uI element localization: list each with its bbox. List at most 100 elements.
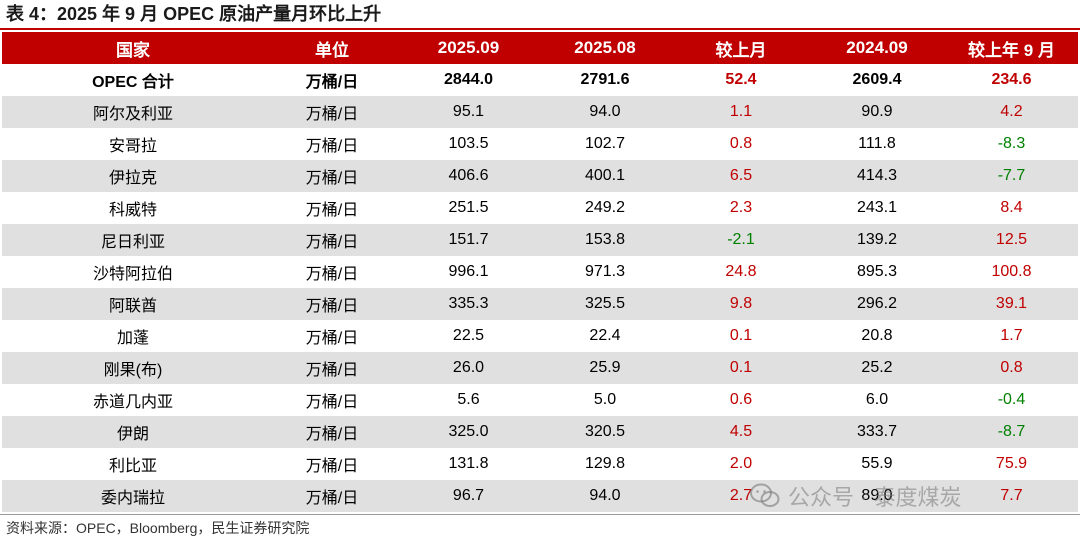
cell-unit: 万桶/日 [305,458,359,475]
cell-yoy-change: 8.4 [1000,199,1023,216]
cell-value-2025-08: 129.8 [584,455,626,472]
cell-yoy-change: 234.6 [991,71,1032,88]
cell-mom-change: 2.0 [729,455,753,472]
cell-mom-change: 0.6 [729,391,753,408]
cell-value-2024-09: 111.8 [858,135,896,152]
source-rule [0,514,1080,515]
table-row: 尼日利亚 万桶/日 151.7 153.8 -2.1 139.2 12.5 [2,224,1078,256]
cell-value-2025-09: 96.7 [400,480,537,512]
table-row: 沙特阿拉伯 万桶/日 996.1 971.3 24.8 895.3 100.8 [2,256,1078,288]
cell-mom-change: 0.1 [729,327,753,344]
cell-value-2025-08: 153.8 [537,224,673,256]
cell-value-2025-09: 406.6 [400,160,537,192]
cell-value-2025-08: 94.0 [537,96,673,128]
cell-yoy-change: -0.4 [997,391,1026,408]
cell-mom-change: 4.5 [673,416,809,448]
cell-value-2025-08: 249.2 [584,199,626,216]
header-yoy-change: 较上年 9 月 [945,32,1078,64]
cell-country: OPEC 合计 [92,74,174,91]
cell-mom-change: 6.5 [673,160,809,192]
cell-yoy-change: 75.9 [995,455,1028,472]
cell-value-2024-09: 90.9 [809,96,945,128]
table-row: 赤道几内亚 万桶/日 5.6 5.0 0.6 6.0 -0.4 [2,384,1078,416]
cell-yoy-change: -7.7 [945,160,1078,192]
cell-mom-change: -2.1 [673,224,809,256]
cell-value-2024-09: 139.2 [809,224,945,256]
table-row: 伊朗 万桶/日 325.0 320.5 4.5 333.7 -8.7 [2,416,1078,448]
cell-mom-change: 0.1 [673,352,809,384]
cell-value-2025-08: 325.5 [537,288,673,320]
cell-yoy-change: 100.8 [991,263,1032,280]
cell-country: 伊朗 [2,416,264,448]
cell-mom-change: 52.4 [725,71,757,88]
cell-value-2025-09: 26.0 [400,352,537,384]
cell-value-2025-08: 400.1 [537,160,673,192]
header-2025-08: 2025.08 [537,32,673,64]
table-row: 委内瑞拉 万桶/日 96.7 94.0 2.7 89.0 7.7 [2,480,1078,512]
cell-value-2025-09: 22.5 [452,327,485,344]
table-row: 安哥拉 万桶/日 103.5 102.7 0.8 111.8 -8.3 [2,128,1078,160]
cell-value-2025-08: 5.0 [593,391,617,408]
cell-value-2025-09: 131.8 [448,455,489,472]
cell-country: 阿尔及利亚 [2,96,264,128]
cell-value-2024-09: 55.9 [861,455,893,472]
cell-value-2025-09: 325.0 [400,416,537,448]
cell-value-2025-09: 103.5 [448,135,489,152]
cell-country: 利比亚 [108,458,157,475]
cell-unit: 万桶/日 [305,138,359,155]
header-2025-09: 2025.09 [400,32,537,64]
cell-unit: 万桶/日 [305,266,359,283]
cell-country: 尼日利亚 [2,224,264,256]
table-row: 利比亚 万桶/日 131.8 129.8 2.0 55.9 75.9 [2,448,1078,480]
cell-country: 科威特 [108,202,157,219]
cell-yoy-change: 7.7 [945,480,1078,512]
cell-unit: 万桶/日 [305,330,359,347]
cell-value-2025-08: 22.4 [589,327,621,344]
cell-mom-change: 9.8 [673,288,809,320]
cell-value-2024-09: 89.0 [809,480,945,512]
cell-value-2024-09: 25.2 [809,352,945,384]
cell-mom-change: 2.3 [729,199,753,216]
header-country: 国家 [2,32,264,64]
cell-value-2025-09: 5.6 [457,391,480,408]
cell-yoy-change: 1.7 [1000,327,1023,344]
table-row: 加蓬 万桶/日 22.5 22.4 0.1 20.8 1.7 [2,320,1078,352]
cell-value-2025-08: 94.0 [537,480,673,512]
cell-value-2024-09: 6.0 [865,391,889,408]
cell-value-2025-08: 971.3 [584,263,626,280]
cell-yoy-change: -8.7 [945,416,1078,448]
cell-unit: 万桶/日 [264,416,400,448]
cell-value-2025-09: 2844.0 [444,71,493,88]
cell-mom-change: 1.1 [673,96,809,128]
cell-yoy-change: -8.3 [997,135,1026,152]
cell-country: 伊拉克 [2,160,264,192]
table-title: 表 4：2025 年 9 月 OPEC 原油产量月环比上升 [6,4,382,24]
table-row-total: OPEC 合计 万桶/日 2844.0 2791.6 52.4 2609.4 234.6 [2,64,1078,96]
cell-value-2024-09: 333.7 [809,416,945,448]
header-unit: 单位 [264,32,400,64]
table-row: 阿联酋 万桶/日 335.3 325.5 9.8 296.2 39.1 [2,288,1078,320]
cell-value-2024-09: 414.3 [809,160,945,192]
cell-value-2025-08: 2791.6 [580,71,630,88]
table-row: 科威特 万桶/日 251.5 249.2 2.3 243.1 8.4 [2,192,1078,224]
cell-mom-change: 2.7 [673,480,809,512]
cell-country: 安哥拉 [108,138,157,155]
cell-value-2024-09: 2609.4 [852,71,902,88]
cell-value-2024-09: 243.1 [856,199,898,216]
cell-yoy-change: 12.5 [945,224,1078,256]
cell-unit: 万桶/日 [305,394,359,411]
cell-value-2025-09: 151.7 [400,224,537,256]
cell-unit: 万桶/日 [264,352,400,384]
cell-mom-change: 0.8 [729,135,753,152]
cell-yoy-change: 4.2 [945,96,1078,128]
cell-unit: 万桶/日 [264,480,400,512]
cell-unit: 万桶/日 [305,202,359,219]
cell-value-2024-09: 895.3 [856,263,898,280]
cell-unit: 万桶/日 [264,160,400,192]
cell-unit: 万桶/日 [305,74,359,91]
table-row: 伊拉克 万桶/日 406.6 400.1 6.5 414.3 -7.7 [2,160,1078,192]
opec-production-table: 国家 单位 2025.09 2025.08 较上月 2024.09 较上年 9 … [2,32,1078,512]
cell-value-2024-09: 296.2 [809,288,945,320]
title-rule [0,28,1080,30]
cell-yoy-change: 0.8 [945,352,1078,384]
